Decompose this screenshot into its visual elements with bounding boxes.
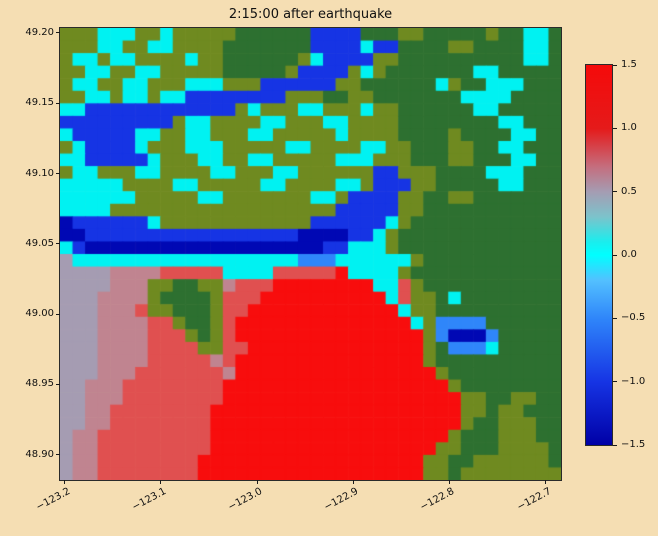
y-tick-label: 48.95 [25, 378, 54, 390]
colorbar-tick-label: 1.5 [621, 59, 637, 70]
y-tick-mark [56, 383, 60, 385]
colorbar-tick-mark [613, 127, 617, 129]
y-tick-label: 49.00 [25, 308, 54, 320]
x-tick-mark [256, 480, 258, 484]
y-tick-mark [56, 313, 60, 315]
colorbar-tick-mark [613, 317, 617, 319]
colorbar-tick-mark [613, 444, 617, 446]
colorbar-tick-label: 0.5 [621, 185, 637, 197]
colorbar-tick-mark [613, 191, 617, 193]
y-tick-mark [56, 173, 60, 174]
colorbar-tick-mark [613, 64, 617, 66]
y-tick-mark [56, 102, 60, 104]
colorbar-tick-mark [613, 381, 617, 383]
x-tick-label: −122.7 [514, 486, 553, 514]
x-tick-mark [352, 480, 354, 484]
colorbar-tick-label: 0.0 [621, 249, 637, 260]
x-tick-mark [160, 480, 162, 484]
x-tick-label: −123.2 [34, 486, 72, 514]
x-tick-label: −122.8 [418, 486, 457, 514]
x-tick-mark [545, 480, 547, 484]
y-tick-label: 48.90 [25, 448, 54, 460]
y-tick-label: 49.10 [25, 167, 54, 179]
plot-title: 2:15:00 after earthquake [228, 7, 393, 22]
y-tick-mark [56, 454, 60, 456]
x-tick-mark [448, 480, 450, 484]
colorbar-tick-label: −1.0 [621, 375, 646, 387]
y-tick-label: 49.15 [25, 97, 54, 109]
colorbar [586, 65, 612, 445]
x-tick-label: −122.9 [322, 486, 361, 514]
map-plot [60, 28, 561, 480]
y-tick-label: 49.20 [25, 26, 54, 38]
colorbar-tick-mark [613, 254, 617, 256]
colorbar-tick-label: −1.5 [621, 439, 646, 450]
y-tick-mark [56, 243, 60, 245]
y-tick-label: 49.05 [25, 237, 54, 249]
map-canvas [60, 28, 561, 480]
colorbar-tick-label: −0.5 [621, 312, 646, 324]
x-tick-mark [64, 480, 66, 484]
y-tick-mark [56, 32, 60, 34]
x-tick-label: −123.0 [226, 486, 265, 514]
colorbar-tick-label: 1.0 [621, 122, 637, 134]
x-tick-label: −123.1 [130, 486, 169, 514]
